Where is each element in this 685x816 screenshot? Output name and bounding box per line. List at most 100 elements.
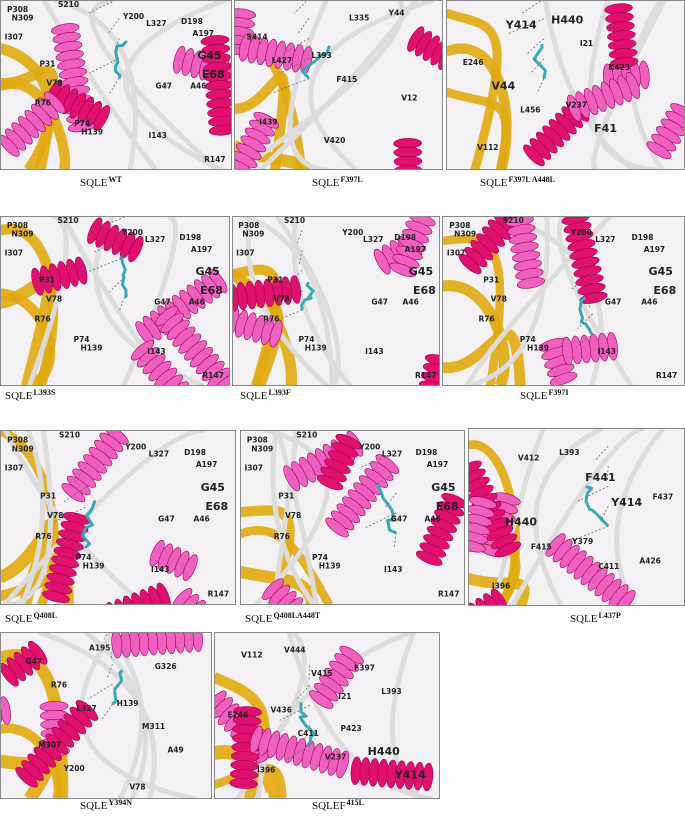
residue-label: L427 (272, 56, 292, 65)
coil (19, 430, 46, 605)
residue-label: G45 (409, 265, 433, 278)
caption: SQLEQ408LA448T (245, 611, 321, 625)
residue-label: R76 (51, 680, 67, 689)
coil (2, 430, 206, 605)
helix-turn (217, 172, 246, 194)
helix-turn (393, 156, 423, 167)
helix-turn (269, 319, 283, 348)
residue-label: V78 (46, 294, 62, 303)
residue-label: S414 (247, 32, 268, 41)
h-bond (600, 505, 609, 522)
caption-sup: Y394N (109, 798, 133, 807)
h-bond (577, 313, 593, 330)
beta-strand (240, 526, 334, 605)
helix-turn (393, 165, 423, 170)
residue-label: A46 (190, 82, 206, 91)
beta-strand (232, 264, 282, 386)
residue-label: H139 (81, 128, 103, 137)
helix (238, 33, 313, 75)
residue-label: G45 (649, 265, 673, 278)
helix (0, 91, 66, 157)
caption-base: SQLE (245, 613, 273, 625)
residue-label: R147 (202, 371, 223, 380)
render (446, 0, 685, 170)
helix-turn (458, 253, 482, 275)
residue-label: G45 (197, 49, 221, 62)
helix-turn (410, 414, 440, 430)
residue-label: V12 (401, 94, 417, 103)
residue-label: H139 (83, 562, 105, 571)
residue-label: H440 (505, 515, 538, 528)
helix-turn (42, 590, 70, 603)
h-bond (280, 57, 310, 74)
residue-label: P74 (299, 335, 315, 344)
coil (26, 216, 69, 386)
residue-label: P308 (7, 221, 28, 230)
caption-sup: F397I (549, 388, 569, 397)
h-bond (594, 445, 609, 462)
residue-label: H139 (305, 344, 327, 353)
ligand (298, 702, 317, 746)
render (0, 0, 232, 170)
h-bond (101, 704, 113, 720)
render (232, 216, 444, 430)
beta-strand (446, 8, 502, 170)
render (240, 430, 465, 605)
caption-base: SQLE (80, 800, 108, 812)
helix (130, 340, 189, 386)
helix-turn (393, 147, 423, 158)
helix-turn (414, 396, 444, 412)
panel-border (0, 0, 232, 170)
caption: SQLEL437P (570, 611, 621, 625)
caption-base: SQLE (80, 177, 108, 189)
residue-label: Y200 (121, 228, 143, 237)
helix-turn (494, 541, 522, 558)
residue-label: Y200 (341, 228, 363, 237)
residue-label: A197 (196, 460, 217, 469)
caption-base: SQLE (570, 613, 598, 625)
caption-base: SQLEF (312, 800, 346, 812)
caption-base: SQLE (480, 177, 508, 189)
helix (0, 640, 48, 687)
residue-label: A197 (191, 245, 212, 254)
residue-label: P308 (247, 436, 268, 445)
h-bond (118, 296, 125, 313)
helix-turn (208, 124, 232, 136)
helix (149, 539, 198, 581)
residue-label: R147 (204, 155, 225, 164)
caption: SQLEL393S (5, 388, 56, 402)
coil (533, 428, 604, 606)
residue-label: H139 (81, 344, 103, 353)
h-bond (108, 17, 120, 34)
residue-label: I396 (492, 581, 510, 590)
caption: SQLEY394N (80, 798, 132, 812)
coil (591, 0, 667, 170)
panel: I21 V112 V237 E246 V415 Y414 C411 L393 V444 H440 V… (214, 632, 440, 799)
helix-turn (178, 594, 199, 605)
ligand (119, 256, 128, 299)
caption-base: SQLE (240, 390, 268, 402)
residue-label: I21 (580, 39, 593, 48)
residue-label: R76 (263, 315, 279, 324)
helix-turn (412, 405, 442, 421)
h-bond (507, 18, 545, 35)
residue-label: L327 (595, 235, 615, 244)
render (0, 430, 236, 605)
residue-label: I143 (148, 131, 166, 140)
helix-turn (325, 517, 349, 538)
helix-turn (274, 591, 297, 605)
helix-turn (394, 183, 422, 194)
h-bond (303, 725, 311, 741)
residue-label: I439 (259, 117, 277, 126)
h-bond (295, 685, 311, 701)
residue-label: Y200 (124, 443, 146, 452)
residue-label: Y200 (122, 12, 144, 21)
residue-label: I143 (365, 347, 383, 356)
h-bond (279, 705, 310, 721)
coil (237, 0, 405, 170)
residue-label: V412 (518, 453, 539, 462)
residue-label: A426 (639, 557, 660, 566)
